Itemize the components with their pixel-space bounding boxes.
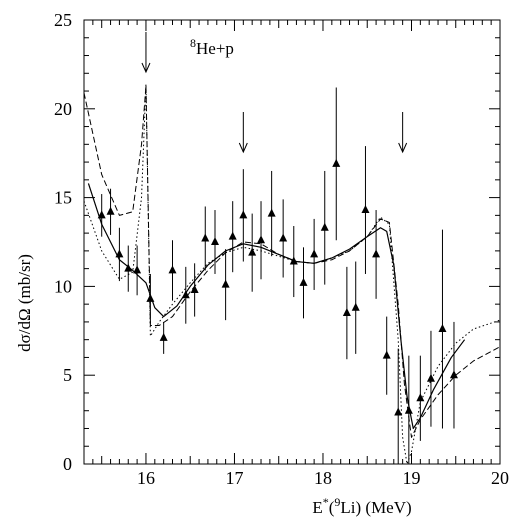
data-point-triangle (449, 370, 458, 379)
data-point-triangle (239, 210, 248, 219)
y-tick-label: 5 (63, 365, 72, 385)
x-tick-label: 19 (402, 468, 420, 488)
x-axis-title-rest: Li) (MeV) (340, 498, 411, 517)
x-tick-label: 18 (314, 468, 332, 488)
data-point-triangle (279, 233, 288, 242)
data-point-triangle (181, 290, 190, 299)
data-point-triangle (299, 277, 308, 286)
resonance-arrow-head (398, 142, 408, 154)
x-tick-label: 20 (491, 468, 509, 488)
data-point-triangle (257, 235, 266, 244)
data-point-triangle (168, 265, 177, 274)
axis-ticks (84, 19, 501, 465)
data-point-triangle (332, 158, 341, 167)
tick-labels: 16 17 18 19 20 0 5 10 15 20 25 (54, 10, 509, 488)
x-axis-title-open: ( (329, 498, 335, 517)
resonance-arrow-head (141, 62, 151, 74)
plot-frame (83, 19, 501, 465)
data-point-triangle (342, 308, 351, 317)
data-point-triangle (124, 263, 133, 272)
data-point-triangle (267, 208, 276, 217)
fit-curve-dashed (84, 85, 500, 438)
x-axis-title-prefix: E (312, 498, 322, 517)
fit-curve-solid (87, 183, 466, 430)
data-point-triangle (310, 249, 319, 258)
data-point-triangle (404, 405, 413, 414)
data-point-triangle (146, 293, 155, 302)
y-tick-label: 10 (54, 276, 72, 296)
reaction-label-superscript: 8 (190, 36, 196, 50)
data-point-triangle (438, 324, 447, 333)
data-point-triangle (382, 350, 391, 359)
y-tick-label: 25 (54, 10, 72, 30)
data-point-triangle (106, 206, 115, 215)
data-point-triangle (394, 407, 403, 416)
y-tick-label: 15 (54, 188, 72, 208)
data-point-triangle (289, 256, 298, 265)
data-point-triangle (115, 249, 124, 258)
data-point-triangle (159, 332, 168, 341)
data-point-triangle (361, 205, 370, 214)
x-tick-label: 17 (225, 468, 243, 488)
data-point-triangle (248, 247, 257, 256)
data-point-triangle (210, 237, 219, 245)
data-point-triangle (133, 265, 142, 274)
y-axis-title: dσ/dΩ (mb/sr) (15, 254, 34, 352)
data-point-triangle (372, 249, 381, 258)
data-point-triangle (190, 284, 199, 293)
fit-curves (84, 83, 500, 464)
data-point-triangle (426, 373, 435, 382)
y-tick-label: 20 (54, 99, 72, 119)
fit-curve-dotted (84, 83, 500, 464)
data-points (97, 87, 458, 464)
data-point-triangle (228, 231, 237, 240)
data-point-triangle (221, 279, 230, 288)
x-axis-title: E*(9Li) (MeV) (312, 495, 411, 517)
x-tick-label: 16 (137, 468, 155, 488)
resonance-arrows (141, 32, 408, 154)
x-axis-title-star: * (323, 495, 329, 509)
x-axis-title-superscript: 9 (334, 495, 340, 509)
data-point-triangle (97, 210, 106, 219)
data-point-triangle (416, 393, 425, 402)
y-tick-label: 0 (63, 454, 72, 474)
reaction-label-text: He+p (196, 39, 234, 58)
reaction-label: 8He+p (190, 36, 234, 58)
data-point-triangle (320, 222, 329, 231)
resonance-arrow-head (238, 142, 248, 154)
data-point-triangle (351, 302, 360, 311)
data-point-triangle (201, 233, 210, 242)
